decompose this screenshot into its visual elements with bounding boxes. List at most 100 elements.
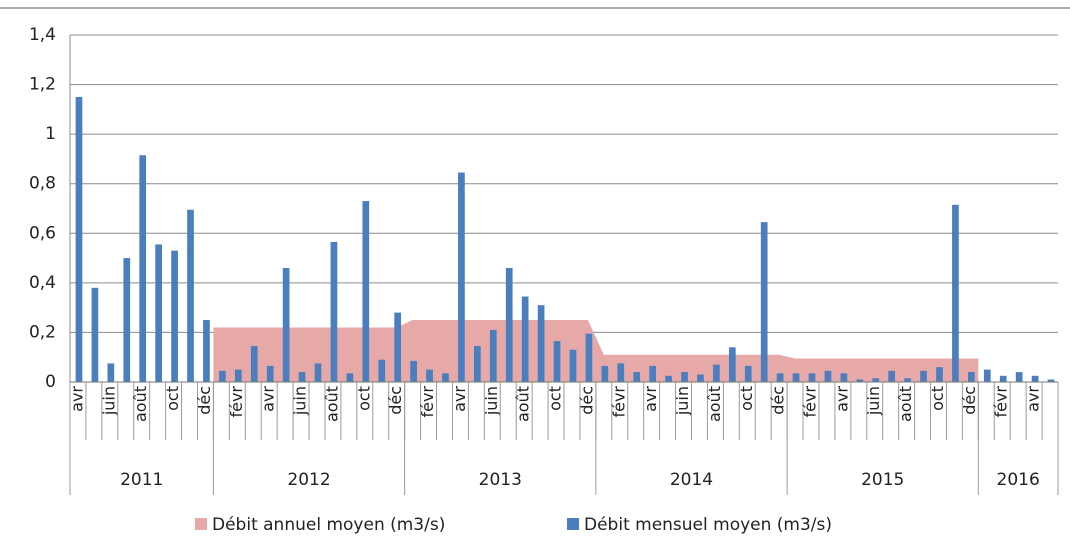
x-tick-label: déc <box>960 386 979 415</box>
y-tick-label: 0,6 <box>29 223 56 243</box>
bar <box>936 367 943 382</box>
bar <box>904 378 911 382</box>
x-tick-label: févr <box>609 386 628 418</box>
bar <box>681 372 688 382</box>
x-tick-label: oct <box>737 386 756 411</box>
legend-label: Débit mensuel moyen (m3/s) <box>584 515 832 535</box>
bar <box>171 250 178 382</box>
bar <box>888 370 896 382</box>
bar <box>1031 375 1039 382</box>
bar <box>728 347 736 382</box>
bar <box>920 370 927 382</box>
y-tick-label: 0,2 <box>29 322 56 342</box>
legend-label: Débit annuel moyen (m3/s) <box>212 515 445 535</box>
bar <box>792 373 800 382</box>
bar <box>1047 379 1055 382</box>
x-tick-label: oct <box>163 386 182 411</box>
group-label: 2011 <box>120 470 163 490</box>
group-label: 2014 <box>670 470 713 490</box>
bar <box>872 378 880 382</box>
x-tick-label: avr <box>450 386 469 412</box>
x-tick-label: avr <box>641 386 660 412</box>
bar <box>601 365 609 382</box>
bar <box>585 333 593 382</box>
x-tick-label: avr <box>67 386 86 412</box>
y-tick-label: 1 <box>45 124 56 144</box>
x-tick-label: juin <box>482 386 501 416</box>
bar <box>250 346 258 382</box>
bar <box>665 375 672 382</box>
bar <box>107 363 115 382</box>
y-tick-label: 0,4 <box>29 273 56 293</box>
x-tick-label: août <box>131 386 150 422</box>
bar <box>298 372 306 382</box>
bar <box>75 96 83 382</box>
bar <box>776 373 784 382</box>
bar <box>155 244 162 382</box>
x-tick-label: août <box>896 386 915 422</box>
bar <box>505 267 513 382</box>
bar <box>713 364 720 382</box>
y-tick-label: 0 <box>45 372 56 392</box>
y-tick-label: 1,2 <box>29 75 56 95</box>
bar <box>744 365 752 382</box>
bar <box>999 375 1007 382</box>
bar <box>537 305 545 382</box>
bar <box>617 363 625 382</box>
bar <box>394 312 402 382</box>
bar <box>952 204 959 382</box>
x-tick-label: août <box>705 386 724 422</box>
bar <box>649 365 656 382</box>
bar <box>968 372 975 382</box>
bar <box>808 373 816 382</box>
bar <box>234 369 242 382</box>
bar <box>697 374 704 382</box>
x-tick-label: oct <box>928 386 947 411</box>
bar <box>983 369 991 382</box>
bar <box>458 172 465 382</box>
bar <box>489 329 497 382</box>
x-tick-label: févr <box>801 386 820 418</box>
bar <box>266 365 274 382</box>
bar <box>187 209 194 382</box>
x-tick-label: juin <box>864 386 883 416</box>
x-tick-label: févr <box>418 386 437 418</box>
legend-swatch <box>567 518 579 530</box>
bar <box>139 155 147 382</box>
bar <box>824 370 832 382</box>
bar <box>553 341 561 382</box>
x-tick-label: déc <box>386 386 405 415</box>
x-tick-label: avr <box>832 386 851 412</box>
bar <box>346 373 354 382</box>
bar <box>282 267 290 382</box>
bar <box>569 349 577 382</box>
bar <box>362 201 370 382</box>
x-tick-label: juin <box>99 386 118 416</box>
bar <box>203 320 210 382</box>
bar <box>314 363 322 382</box>
bar <box>91 287 99 382</box>
bar <box>760 222 768 382</box>
x-tick-label: oct <box>546 386 565 411</box>
group-label: 2016 <box>997 470 1040 490</box>
x-tick-label: juin <box>673 386 692 416</box>
bar <box>442 373 449 382</box>
x-tick-label: déc <box>195 386 214 415</box>
bar <box>426 369 433 382</box>
area <box>213 320 979 382</box>
group-label: 2012 <box>287 470 330 490</box>
bar <box>633 372 641 382</box>
x-tick-label: févr <box>227 386 246 418</box>
bar <box>840 373 848 382</box>
y-tick-label: 1,4 <box>29 25 56 45</box>
bar <box>474 346 481 382</box>
y-tick-label: 0,8 <box>29 174 56 194</box>
legend-swatch <box>195 518 207 530</box>
x-tick-label: oct <box>354 386 373 411</box>
bar <box>219 370 226 382</box>
bar <box>123 258 131 382</box>
bar <box>856 379 864 382</box>
bar <box>521 296 529 382</box>
x-tick-label: août <box>514 386 533 422</box>
bar <box>410 360 417 382</box>
